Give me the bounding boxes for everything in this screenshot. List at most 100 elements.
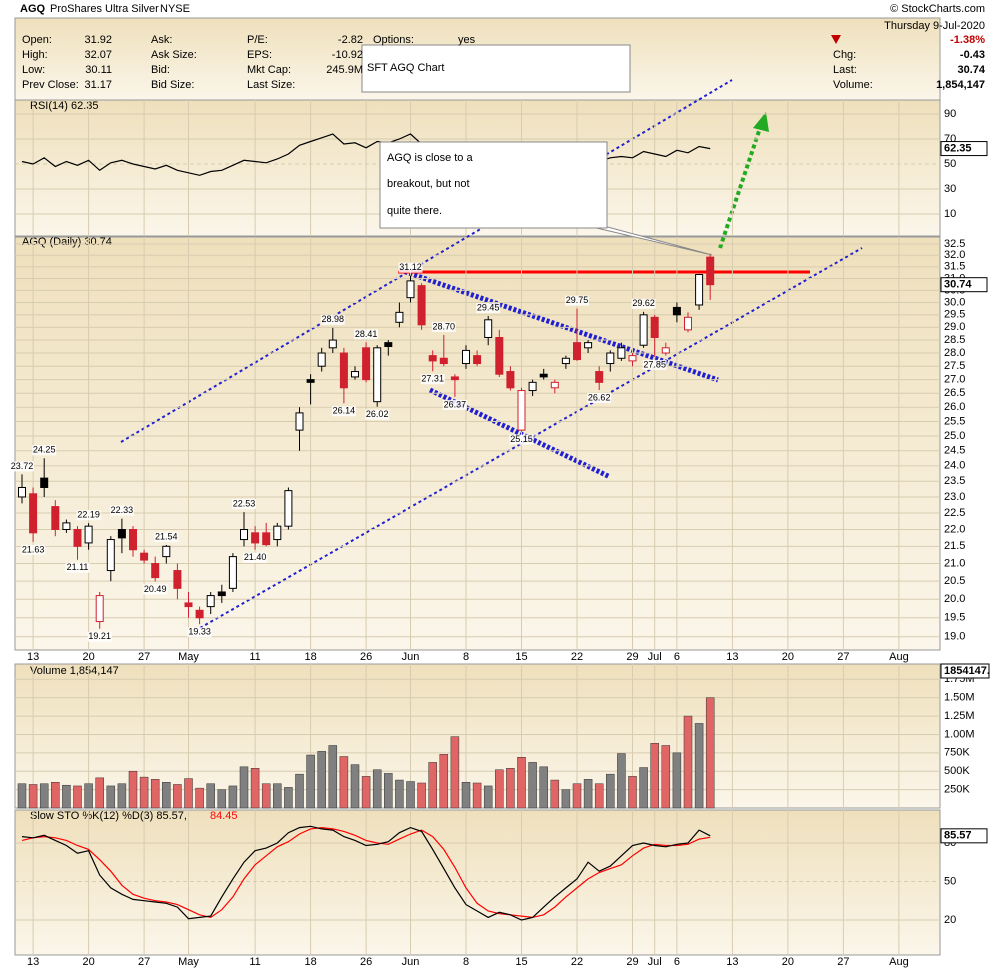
candle-body <box>595 371 604 383</box>
label-bg <box>154 531 179 542</box>
label-bg <box>420 374 445 385</box>
credit: © StockCharts.com <box>890 3 985 15</box>
label-bg <box>354 329 379 340</box>
field-value: 31.92 <box>84 34 112 46</box>
volume-bar <box>606 773 615 809</box>
candle-body <box>672 306 681 316</box>
volume-bar <box>528 762 537 809</box>
y-tick-label: 31.5 <box>944 261 965 273</box>
high-label: 22.53 <box>233 498 256 508</box>
label-bg <box>587 393 612 404</box>
marks: 19.0 19.5 20.0 20.5 21.0 21.5 22.0 22.5 23.0 23.5… <box>10 100 990 968</box>
volume-bar <box>228 785 238 809</box>
volume-bar <box>317 751 326 809</box>
x-tick-label: 26 <box>360 956 372 968</box>
high-label: 29.62 <box>632 298 655 308</box>
candle-body <box>561 357 570 365</box>
x-tick-label: 13 <box>726 651 738 663</box>
candle-body <box>251 532 260 544</box>
callout-line: AGQ is close to a <box>387 152 473 164</box>
chart-title: SFT AGQ Chart <box>367 62 444 74</box>
y-tick-label: 26.0 <box>944 401 965 413</box>
high-label: 21.54 <box>155 531 178 541</box>
candle-body <box>395 311 404 323</box>
callout-box <box>379 141 608 229</box>
y-tick-label: 10 <box>944 208 956 220</box>
label-bg <box>187 627 212 638</box>
candle-body <box>384 342 393 348</box>
label-bg <box>143 584 168 595</box>
y-tick-label: 20.5 <box>944 575 965 587</box>
last-volume-box <box>940 663 990 679</box>
high-label: 22.19 <box>77 510 100 520</box>
volume-bar <box>628 776 637 809</box>
candle-body <box>362 347 371 381</box>
field-label: Bid Size: <box>151 79 194 91</box>
stochastic-label: Slow STO %K(12) %D(3) 85.57, <box>30 810 187 822</box>
volume-bar <box>506 768 515 809</box>
y-tick-label: 20.0 <box>944 593 965 605</box>
x-tick-label: 13 <box>27 651 39 663</box>
label-bg <box>442 399 467 410</box>
field-label: Low: <box>22 64 45 76</box>
candle-body <box>650 316 659 338</box>
low-label: 26.14 <box>333 406 356 416</box>
y-tick-label: 21.5 <box>944 540 965 552</box>
field-label: Last Size: <box>247 79 295 91</box>
exchange: NYSE <box>160 3 190 15</box>
x-tick-label: 18 <box>304 956 316 968</box>
volume-bar <box>450 736 460 809</box>
high-label: 28.98 <box>322 314 345 324</box>
candle-body <box>706 256 715 286</box>
x-tick-label: 18 <box>304 651 316 663</box>
y-tick-label: 50 <box>944 875 956 887</box>
x-tick-label: 15 <box>515 956 527 968</box>
y-tick-label: 25.0 <box>944 430 965 442</box>
x-tick-label: 27 <box>138 956 150 968</box>
volume-bar <box>372 769 382 809</box>
low-label: 21.11 <box>67 562 89 572</box>
volume-bar <box>594 783 604 809</box>
field-value: 245.9M <box>326 64 363 76</box>
field-value: 31.17 <box>84 79 112 91</box>
y-tick-label: 29.0 <box>944 321 965 333</box>
x-tick-label: 6 <box>674 956 680 968</box>
field-label: Last: <box>833 64 857 76</box>
y-tick-label: 23.0 <box>944 491 965 503</box>
volume-bar <box>128 770 138 809</box>
label-bg <box>87 631 112 642</box>
x-tick-label: 11 <box>249 956 260 968</box>
field-label: Ask Size: <box>151 49 197 61</box>
candle-body <box>240 528 248 541</box>
y-tick-label: 1.00M <box>944 728 975 740</box>
volume-bar <box>62 784 71 809</box>
label-bg <box>10 461 34 472</box>
volume-bar <box>650 743 659 809</box>
candle-body <box>262 532 271 546</box>
y-tick-label: 1.50M <box>944 692 975 704</box>
candle-body <box>95 595 104 623</box>
candle-body <box>339 352 348 389</box>
high-label: 24.25 <box>33 445 56 455</box>
candle-body <box>450 376 459 381</box>
y-tick-label: 1.25M <box>944 710 975 722</box>
volume-bar <box>428 762 437 809</box>
field-label: Mkt Cap: <box>247 64 291 76</box>
price-label: AGQ (Daily) 30.74 <box>22 236 112 248</box>
volume-bar <box>139 776 149 809</box>
candle-body <box>129 528 137 551</box>
candle-body <box>628 355 637 362</box>
volume-bar <box>306 754 315 809</box>
volume-bar <box>350 764 360 809</box>
y-tick-label: 19.5 <box>944 612 965 624</box>
volume-bar <box>561 789 571 809</box>
candle-body <box>661 347 670 354</box>
label-bg <box>21 544 46 555</box>
x-tick-label: 29 <box>626 956 638 968</box>
low-label: 26.62 <box>588 392 611 402</box>
candle-body <box>62 522 71 530</box>
y-tick-label: 26.5 <box>944 387 965 399</box>
candle-body <box>73 528 82 547</box>
volume-bar <box>95 777 104 809</box>
